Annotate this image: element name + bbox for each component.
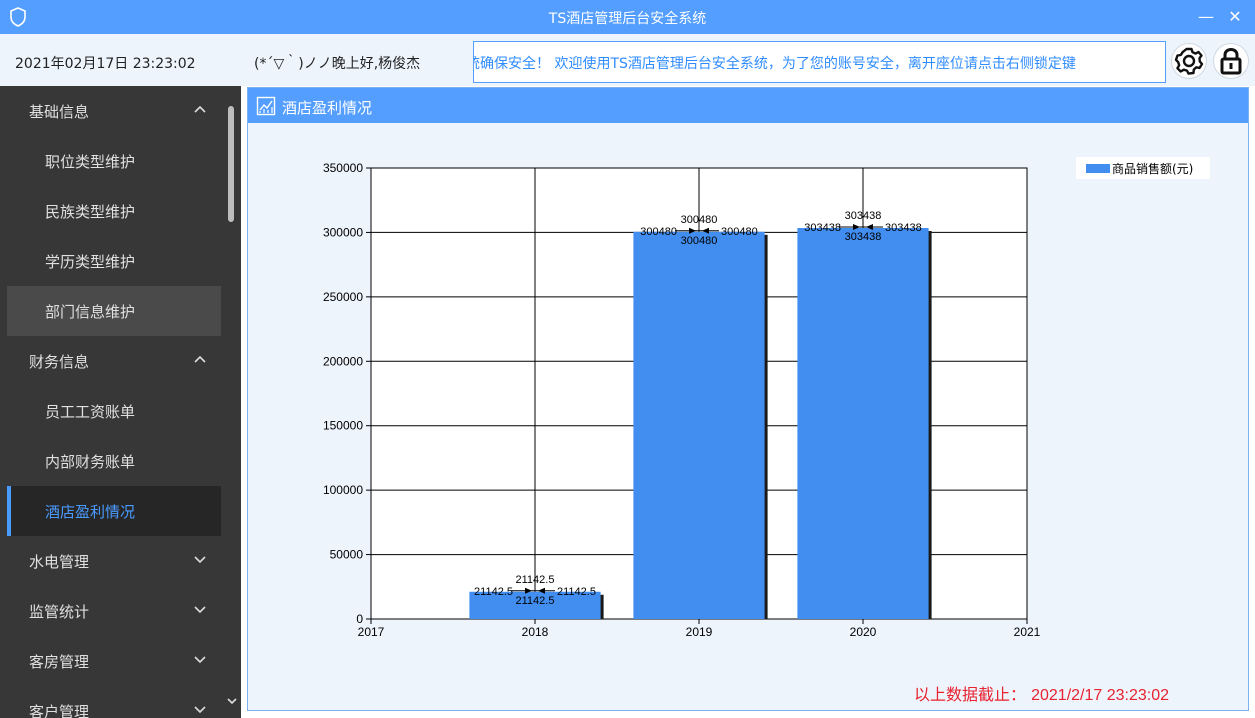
sidebar-item[interactable]: 基础信息 (7, 86, 221, 136)
y-tick-label: 350000 (323, 161, 363, 175)
sidebar-item-label: 职位类型维护 (45, 153, 136, 171)
sidebar-item-label: 学历类型维护 (45, 253, 136, 271)
sidebar-item-label: 水电管理 (29, 553, 90, 571)
bar (633, 231, 765, 619)
chevron-down-icon (194, 706, 206, 714)
sidebar-item[interactable]: 学历类型维护 (7, 236, 221, 286)
greeting-text: (*´▽｀)ノノ晚上好,杨俊杰 (254, 56, 421, 72)
sidebar-item[interactable]: 职位类型维护 (7, 136, 221, 186)
sidebar-menu: 基础信息职位类型维护 民族类型维护 学历类型维护 部门信息维护财务信息员工工资账单 内部… (0, 86, 241, 718)
sidebar-item-label: 员工工资账单 (45, 403, 136, 421)
current-datetime: 2021年02月17日 23:23:02 (15, 56, 196, 72)
y-tick-label: 150000 (323, 419, 363, 433)
profit-panel: 酒店盈利情况 0 50000 100000 150000 200000 250000 300… (247, 87, 1249, 711)
sidebar-item[interactable]: 员工工资账单 (7, 386, 221, 436)
legend-swatch (1086, 164, 1110, 173)
notice-marquee-text: 统确保安全！ 欢迎使用TS酒店管理后台安全系统，为了您的账号安全，离开座位请点击… (473, 56, 1076, 72)
bar-data-label: 303438 (804, 222, 841, 234)
bar-marker-arrow (689, 227, 696, 234)
profit-bar-chart: 0 50000 100000 150000 200000 250000 300000 3500… (323, 157, 1210, 639)
bar-marker-arrow (525, 587, 532, 594)
chevron-up-icon (194, 105, 206, 113)
sidebar-item[interactable]: 民族类型维护 (7, 186, 221, 236)
sidebar-item-label: 监管统计 (29, 603, 90, 621)
data-cutoff-label: 以上数据截止： (914, 685, 1027, 704)
bar-data-label: 300480 (681, 235, 718, 247)
notice-marquee: 统确保安全！ 欢迎使用TS酒店管理后台安全系统，为了您的账号安全，离开座位请点击… (473, 41, 1166, 83)
sidebar-item-label: 部门信息维护 (45, 303, 136, 321)
chevron-down-icon (194, 656, 206, 664)
header-bar: 2021年02月17日 23:23:02 (*´▽｀)ノノ晚上好,杨俊杰 统确保… (0, 34, 1255, 86)
legend-label: 商品销售额(元) (1112, 161, 1193, 176)
bar-data-label: 303438 (845, 210, 882, 222)
sidebar-item-label: 基础信息 (29, 103, 90, 121)
settings-button[interactable] (1171, 43, 1207, 79)
bar-data-label: 21142.5 (516, 595, 555, 607)
bar-data-label: 303438 (885, 222, 922, 234)
bar (469, 591, 601, 619)
scroll-down-arrow-icon[interactable] (226, 696, 238, 706)
line-chart-icon (256, 96, 276, 116)
y-tick-label: 100000 (323, 483, 363, 497)
bar-marker-arrow (702, 227, 709, 234)
sidebar-item[interactable]: 内部财务账单 (7, 436, 221, 486)
window-title: TS酒店管理后台安全系统 (548, 11, 707, 27)
sidebar-item[interactable]: 财务信息 (7, 336, 221, 386)
legend-box (1076, 157, 1210, 179)
chevron-up-icon (194, 355, 206, 363)
bar-data-label: 21142.5 (557, 586, 596, 598)
sidebar-item[interactable]: 客房管理 (7, 636, 221, 686)
y-tick-label: 0 (356, 612, 363, 626)
sidebar-item-label: 酒店盈利情况 (45, 503, 136, 521)
bar-data-label: 300480 (721, 226, 758, 238)
x-tick-label: 2017 (358, 625, 385, 639)
bar-data-label: 21142.5 (516, 574, 555, 586)
panel-title: 酒店盈利情况 (282, 99, 373, 117)
sidebar-item-label: 客户管理 (29, 703, 90, 718)
chevron-down-icon (194, 556, 206, 564)
x-tick-label: 2020 (850, 625, 877, 639)
x-tick-label: 2019 (686, 625, 713, 639)
close-button[interactable]: ✕ (1228, 7, 1242, 26)
sidebar-item[interactable]: 监管统计 (7, 586, 221, 636)
sidebar-scrollbar-thumb[interactable] (228, 106, 234, 222)
bar-data-label: 300480 (681, 214, 718, 226)
sidebar-item-label: 财务信息 (29, 353, 90, 371)
title-bar: TS酒店管理后台安全系统 — ✕ (0, 0, 1255, 34)
sidebar-item-label: 内部财务账单 (45, 453, 136, 471)
bar-marker-arrow (853, 223, 860, 230)
bar-marker-arrow (866, 223, 873, 230)
y-tick-label: 300000 (323, 225, 363, 239)
x-tick-label: 2018 (522, 625, 549, 639)
lock-button[interactable] (1213, 43, 1249, 79)
x-tick-label: 2021 (1014, 625, 1041, 639)
data-cutoff-note: 以上数据截止： 2021/2/17 23:23:02 (914, 681, 1169, 705)
sidebar-item-label: 民族类型维护 (45, 203, 136, 221)
bar-data-label: 21142.5 (474, 586, 513, 598)
shield-icon (10, 7, 26, 27)
bar-data-label: 300480 (640, 226, 677, 238)
sidebar-item[interactable]: 部门信息维护 (7, 286, 221, 336)
panel-header: 酒店盈利情况 (248, 88, 1248, 123)
chevron-down-icon (194, 606, 206, 614)
bar (797, 227, 929, 619)
bar-marker-arrow (538, 587, 545, 594)
lock-icon (1220, 47, 1242, 75)
gear-icon (1174, 47, 1204, 75)
sidebar-item[interactable]: 客户管理 (7, 686, 221, 718)
data-cutoff-timestamp: 2021/2/17 23:23:02 (1031, 687, 1170, 704)
y-tick-label: 50000 (330, 548, 364, 562)
bar-data-label: 303438 (845, 231, 882, 243)
minimize-button[interactable]: — (1198, 7, 1214, 26)
y-tick-label: 250000 (323, 290, 363, 304)
sidebar-item[interactable]: 酒店盈利情况 (7, 486, 221, 536)
sidebar-item[interactable]: 水电管理 (7, 536, 221, 586)
sidebar-item-label: 客房管理 (29, 653, 90, 671)
y-tick-label: 200000 (323, 354, 363, 368)
